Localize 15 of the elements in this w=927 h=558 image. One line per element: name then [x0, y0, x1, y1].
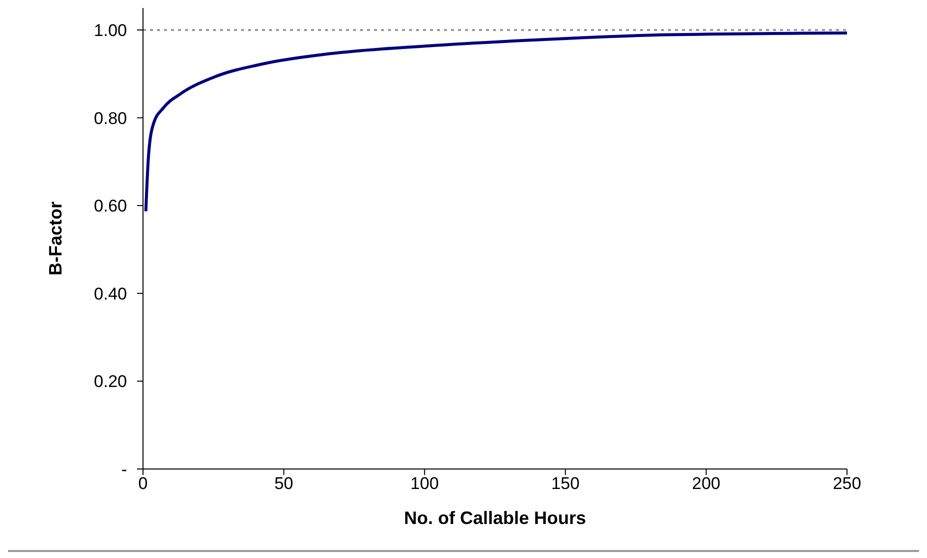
x-axis-title: No. of Callable Hours: [404, 508, 586, 528]
y-tick-label: 1.00: [94, 20, 127, 40]
x-tick-label: 200: [692, 474, 720, 494]
x-tick-label: 0: [138, 474, 148, 494]
y-tick-label: 0.20: [94, 372, 127, 392]
line-series: [144, 32, 847, 213]
x-tick-label: 100: [410, 474, 439, 494]
y-tick-label: -: [121, 460, 127, 480]
y-tick-label: 0.40: [94, 284, 127, 304]
x-tick-label: 50: [274, 474, 294, 494]
y-axis-title: B-Factor: [45, 201, 66, 276]
y-tick-label: 0.80: [94, 108, 127, 128]
y-tick-label: 0.60: [94, 196, 127, 216]
x-tick-label: 150: [551, 474, 580, 494]
x-tick-label: 250: [832, 474, 862, 494]
